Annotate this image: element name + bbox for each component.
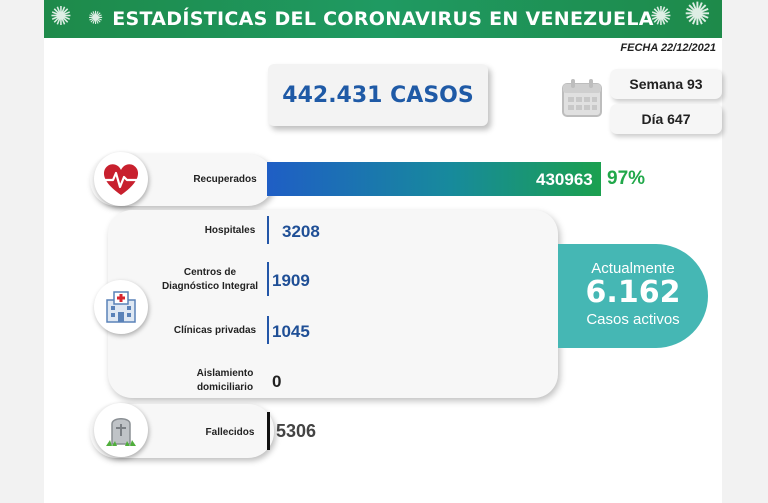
calendar-icon: [562, 79, 602, 117]
aislamiento-label-line2: domiciliario: [196, 381, 254, 393]
virus-icon: ✺: [50, 2, 72, 32]
report-date: FECHA 22/12/2021: [620, 42, 716, 54]
title-banner: ✺ ✺ ✺ ✺ ESTADÍSTICAS DEL CORONAVIRUS EN …: [44, 0, 722, 38]
deceased-value: 5306: [276, 421, 317, 441]
hospitales-value: 3208: [282, 222, 320, 241]
deceased-divider: [267, 412, 270, 450]
deceased-label: Fallecidos: [205, 427, 255, 438]
week-badge: Semana 93: [610, 69, 722, 99]
page-title: ESTADÍSTICAS DEL CORONAVIRUS EN VENEZUEL…: [112, 8, 654, 30]
clinicas-divider: [267, 316, 269, 344]
cdi-divider: [267, 262, 269, 296]
active-cases-caption: Actualmente: [591, 260, 675, 277]
aislamiento-label-line1: Aislamiento: [196, 368, 254, 379]
cdi-label: Centros de Diagnóstico Integral: [150, 266, 270, 293]
active-cases-tab: Actualmente 6.162 Casos activos: [558, 244, 708, 348]
recovered-label: Recuperados: [193, 174, 257, 185]
clinicas-label: Clínicas privadas: [173, 325, 257, 336]
aislamiento-value: 0: [272, 372, 282, 391]
hospitalization-panel: [108, 210, 558, 398]
virus-icon: ✺: [88, 8, 104, 29]
recovered-bar: [267, 162, 601, 196]
cdi-value: 1909: [272, 271, 310, 290]
cdi-label-line2: Diagnóstico Integral: [161, 280, 259, 292]
recovered-value: 430963: [536, 170, 593, 189]
day-badge: Día 647: [610, 104, 722, 134]
active-cases-label: Casos activos: [586, 311, 680, 328]
clinicas-value: 1045: [272, 322, 310, 341]
recovered-percent: 97%: [607, 168, 646, 189]
total-cases-box: 442.431 CASOS: [268, 64, 488, 126]
total-cases-value: 442.431 CASOS: [282, 82, 474, 108]
virus-icon: ✺: [684, 0, 711, 33]
hospitales-label: Hospitales: [204, 225, 256, 236]
hospital-icon: [94, 280, 148, 334]
active-cases-value: 6.162: [585, 275, 681, 310]
tombstone-icon: [94, 403, 148, 457]
hospitales-divider: [267, 216, 269, 244]
aislamiento-label: Aislamiento domiciliario: [180, 367, 270, 394]
heart-pulse-icon: [94, 152, 148, 206]
cdi-label-line1: Centros de: [183, 267, 237, 278]
virus-icon: ✺: [650, 2, 672, 32]
